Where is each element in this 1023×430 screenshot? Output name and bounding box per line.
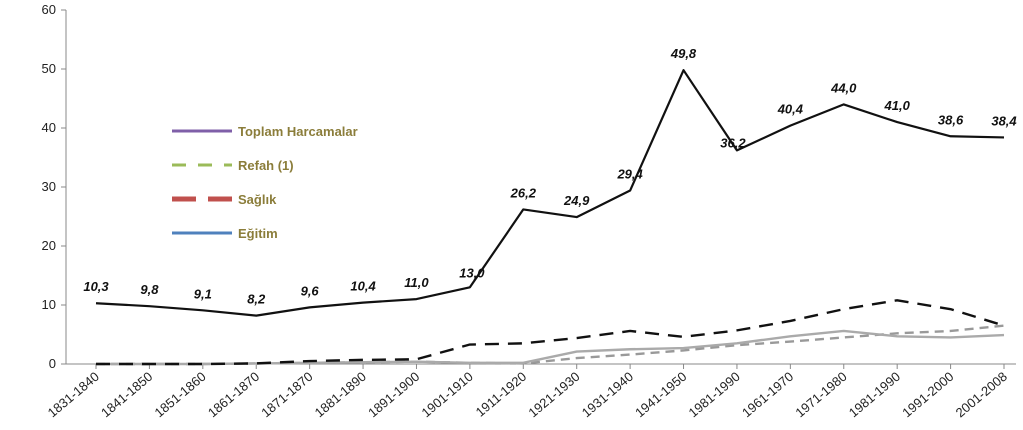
x-tick-label: 2001-2008 [953, 369, 1010, 420]
x-tick-label: 1931-1940 [579, 369, 636, 420]
x-tick-label: 1921-1930 [525, 369, 582, 420]
series-lines [95, 69, 1005, 366]
data-label: 36,2 [720, 135, 746, 150]
data-label: 26,2 [510, 185, 537, 200]
x-tick-label: 1981-1990 [846, 369, 903, 420]
data-label: 10,4 [350, 279, 376, 294]
y-tick-label: 50 [42, 61, 56, 76]
x-tick-label: 1901-1910 [419, 369, 476, 420]
data-label: 40,4 [777, 102, 804, 117]
legend-label: Eğitim [238, 226, 278, 241]
data-label: 9,8 [140, 282, 159, 297]
legend-label: Sağlık [238, 192, 277, 207]
legend-label: Toplam Harcamalar [238, 124, 358, 139]
data-labels: 10,3 9,8 9,1 8,2 9,6 10,4 11,0 13,0 26,2 24,9 29,4… [83, 46, 1017, 306]
chart-axes [61, 9, 1016, 369]
series-line-2 [96, 299, 1005, 366]
y-tick-label: 0 [49, 356, 56, 371]
data-label: 24,9 [563, 193, 590, 208]
x-tick-label: 1831-1840 [45, 369, 102, 420]
x-tick-label: 1991-2000 [899, 369, 956, 420]
x-axis-tick-labels: 1831-18401841-18501851-18601861-18701871… [45, 369, 1010, 420]
data-label: 8,2 [247, 292, 266, 307]
y-tick-label: 20 [42, 238, 56, 253]
y-tick-label: 10 [42, 297, 56, 312]
data-label: 38,4 [991, 113, 1017, 128]
data-label: 9,6 [301, 283, 320, 298]
x-tick-label: 1981-1990 [686, 369, 743, 420]
x-tick-label: 1841-1850 [98, 369, 155, 420]
x-tick-label: 1961-1970 [739, 369, 796, 420]
legend: Toplam Harcamalar Refah (1) Sağlık Eğitim [172, 124, 358, 241]
data-label: 29,4 [616, 167, 643, 182]
data-label: 11,0 [404, 275, 429, 290]
data-label: 41,0 [884, 98, 911, 113]
legend-label: Refah (1) [238, 158, 294, 173]
x-tick-label: 1891-1900 [365, 369, 422, 420]
x-tick-label: 1871-1870 [258, 369, 315, 420]
x-tick-label: 1971-1980 [792, 369, 849, 420]
data-label: 9,1 [194, 286, 212, 301]
x-tick-label: 1911-1920 [473, 369, 530, 420]
x-tick-label: 1941-1950 [632, 369, 689, 420]
x-tick-label: 1881-1890 [312, 369, 369, 420]
data-label: 44,0 [830, 80, 857, 95]
y-axis-tick-labels: 0 10 20 30 40 50 60 [42, 2, 56, 371]
data-label: 38,6 [938, 112, 964, 127]
y-tick-label: 40 [42, 120, 56, 135]
data-label: 13,0 [459, 265, 485, 280]
x-tick-label: 1851-1860 [151, 369, 208, 420]
y-tick-label: 60 [42, 2, 56, 17]
series-line-0 [95, 69, 1005, 317]
y-tick-label: 30 [42, 179, 56, 194]
data-label: 10,3 [83, 279, 109, 294]
x-tick-label: 1861-1870 [205, 369, 262, 420]
data-label: 49,8 [670, 46, 697, 61]
